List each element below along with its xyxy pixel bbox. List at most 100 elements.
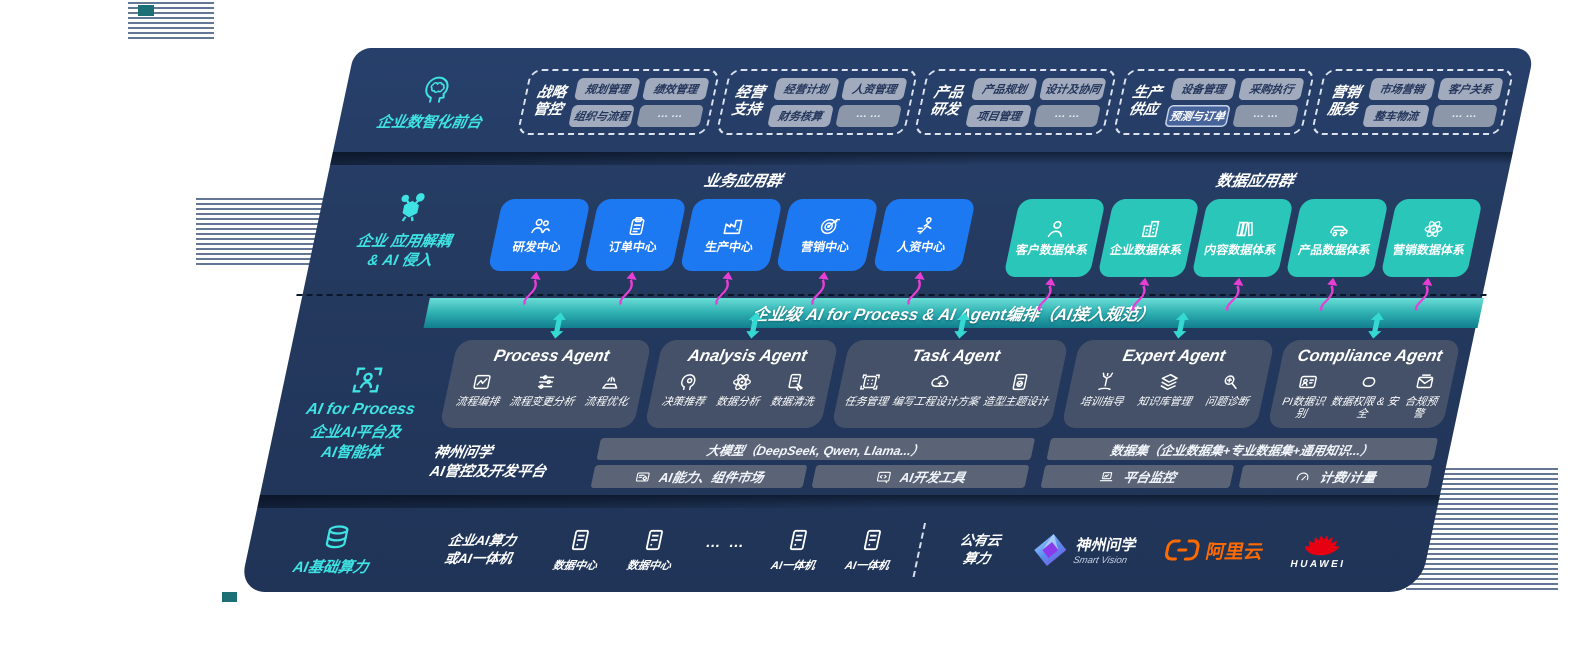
magenta-up-arrow-icon <box>522 271 541 306</box>
aliyun-bracket-icon <box>1165 539 1200 561</box>
band-divider <box>330 152 1513 165</box>
hr-runner-icon <box>912 215 939 237</box>
decouple-label-block: 企业 应用解耦 & AI 侵入 <box>302 165 510 297</box>
teal-double-arrow-icon <box>746 312 762 339</box>
agent-card-expert: Expert Agent 培训指导 知识库管理 问题诊断 <box>1061 312 1275 428</box>
group-name: 产品研发 <box>928 84 965 118</box>
decision-head-icon <box>674 371 701 393</box>
agent-card-process: Process Agent 流程编排 流程变更分析 流程优化 <box>439 312 653 428</box>
infra-label: AI基础算力 <box>291 559 370 576</box>
agent-capability: 数据分析 <box>715 371 766 408</box>
dev-platform-row: 神州问学 AI管控及开发平台 大模型（DeepSeek, Qwen, Llama.… <box>426 438 1439 488</box>
data-app-group: 数据应用群 客户数据体系 企业数据体系 内容数据体系 <box>999 165 1490 312</box>
main-architecture-slab: 企业数智化前台 战略管控 规划管理 绩效管理 组织与流程 … … 经营支持 经营… <box>239 48 1535 592</box>
group-name: 生产供应 <box>1127 84 1164 118</box>
module-chip: 项目管理 <box>965 104 1033 127</box>
optimize-icon <box>597 371 624 393</box>
tile-order-center: 订单中心 <box>583 199 688 306</box>
agent-title: Analysis Agent <box>686 347 809 365</box>
decor-square-bottom-left <box>222 592 237 602</box>
module-chip: 设计及协同 <box>1039 77 1107 100</box>
teal-double-arrow-icon <box>1172 312 1189 339</box>
teal-double-arrow-icon <box>1368 312 1385 339</box>
magenta-up-arrow-icon <box>811 271 829 306</box>
cloud-edit-icon <box>926 371 953 393</box>
agent-capability: 流程优化 <box>583 371 634 408</box>
szwx-logo: 神州问学 Smart Vision <box>1029 532 1140 568</box>
group-product-rd: 产品研发 产品规划 设计及协同 项目管理 … … <box>913 69 1118 135</box>
agent-capability: PI数据识别 <box>1277 371 1334 421</box>
target-icon <box>816 215 843 237</box>
group-name: 战略管控 <box>531 84 568 118</box>
module-chip: 采购执行 <box>1238 77 1306 100</box>
module-chip: 市场营销 <box>1368 77 1436 100</box>
tile-content-data: 内容数据体系 <box>1191 199 1295 312</box>
agent-capability: 编写工程设计方案 <box>891 371 985 408</box>
front-office-label-block: 企业数智化前台 <box>333 48 535 152</box>
agent-card-analysis: Analysis Agent 决策推荐 数据分析 数据清洗 <box>644 312 839 428</box>
agent-capability: 流程编排 <box>455 371 506 408</box>
tile-customer-data: 客户数据体系 <box>1002 199 1106 312</box>
billing-cell: 计费/计量 <box>1238 465 1433 488</box>
module-chip-more: … … <box>835 104 903 127</box>
flow-editor-icon <box>468 371 495 393</box>
huawei-logo: HUAWEI <box>1289 531 1352 570</box>
szwx-diamond-icon <box>1034 534 1067 566</box>
agent-title: Process Agent <box>492 347 612 365</box>
atom-icon <box>729 371 756 393</box>
id-card-icon <box>1295 371 1322 393</box>
data-app-group-title: 数据应用群 <box>1214 173 1296 190</box>
module-chip-more: … … <box>636 104 704 127</box>
szwx-subtitle: Smart Vision <box>1072 555 1129 566</box>
module-chip: 绩效管理 <box>642 77 710 100</box>
agent-capability: 造型主题设计 <box>982 371 1055 408</box>
dashed-divider <box>912 523 927 577</box>
module-chip-more: … … <box>1033 104 1101 127</box>
factory-icon <box>720 215 747 237</box>
aliyun-logo: 阿里云 <box>1163 537 1267 564</box>
node-ai-appliance: AI一体机 <box>770 527 824 573</box>
huawei-name: HUAWEI <box>1289 558 1347 570</box>
group-name: 经营支持 <box>730 84 767 118</box>
magenta-up-arrow-icon <box>619 271 637 306</box>
business-app-group-title: 业务应用群 <box>702 173 784 190</box>
server-icon <box>639 527 671 553</box>
agent-cards-row: Process Agent 流程编排 流程变更分析 流程优化 Analysis … <box>439 312 1461 428</box>
infra-band: AI基础算力 企业AI算力 或AI一体机 数据中心 数据中心 … … AI一体机 … <box>239 508 1437 592</box>
teal-double-arrow-icon <box>954 312 971 339</box>
agent-capability: 任务管理 <box>843 371 894 408</box>
layers-icon <box>1155 371 1182 393</box>
magenta-up-arrow-icon <box>907 271 925 306</box>
molecule-icon <box>390 192 431 226</box>
agent-capability: 数据清洗 <box>769 371 820 408</box>
module-chip: 财务核算 <box>766 104 834 127</box>
agent-capability: 培训指导 <box>1079 371 1130 408</box>
module-chip: 经营计划 <box>772 77 840 100</box>
design-doc-icon <box>1006 371 1033 393</box>
tile-enterprise-data: 企业数据体系 <box>1097 199 1201 312</box>
devtools-icon <box>874 469 893 485</box>
module-chip: 规划管理 <box>574 77 642 100</box>
agent-title: Expert Agent <box>1121 347 1228 365</box>
agent-capability: 决策推荐 <box>660 371 711 408</box>
dev-platform-label: 神州问学 AI管控及开发平台 <box>428 445 548 480</box>
dev-tools-cell: AI开发工具 <box>811 465 1030 488</box>
ai-for-process-label: AI for Process <box>304 401 417 418</box>
llm-bar: 大模型（DeepSeek, Qwen, Llama...） <box>596 438 1035 460</box>
module-chip-highlighted: 预测与订单 <box>1164 104 1232 127</box>
module-chip: 客户关系 <box>1436 77 1504 100</box>
node-ai-appliance: AI一体机 <box>844 527 898 573</box>
magenta-up-arrow-icon <box>1131 277 1150 312</box>
module-chip: 组织与流程 <box>568 104 636 127</box>
teal-double-arrow-icon <box>550 312 566 339</box>
clipboard-icon <box>624 215 651 237</box>
compute-label: 企业AI算力 或AI一体机 <box>443 532 518 566</box>
infra-label-block: AI基础算力 <box>243 523 426 577</box>
front-office-band: 企业数智化前台 战略管控 规划管理 绩效管理 组织与流程 … … 经营支持 经营… <box>333 48 1535 152</box>
tile-production-center: 生产中心 <box>679 199 784 306</box>
decor-square-top-left <box>138 5 154 16</box>
database-icon <box>319 523 355 553</box>
magenta-up-arrow-icon <box>1320 277 1338 312</box>
dataset-half: 数据集（企业数据集+专业数据集+通用知识...） 平台监控 计费/计量 <box>1040 438 1439 488</box>
